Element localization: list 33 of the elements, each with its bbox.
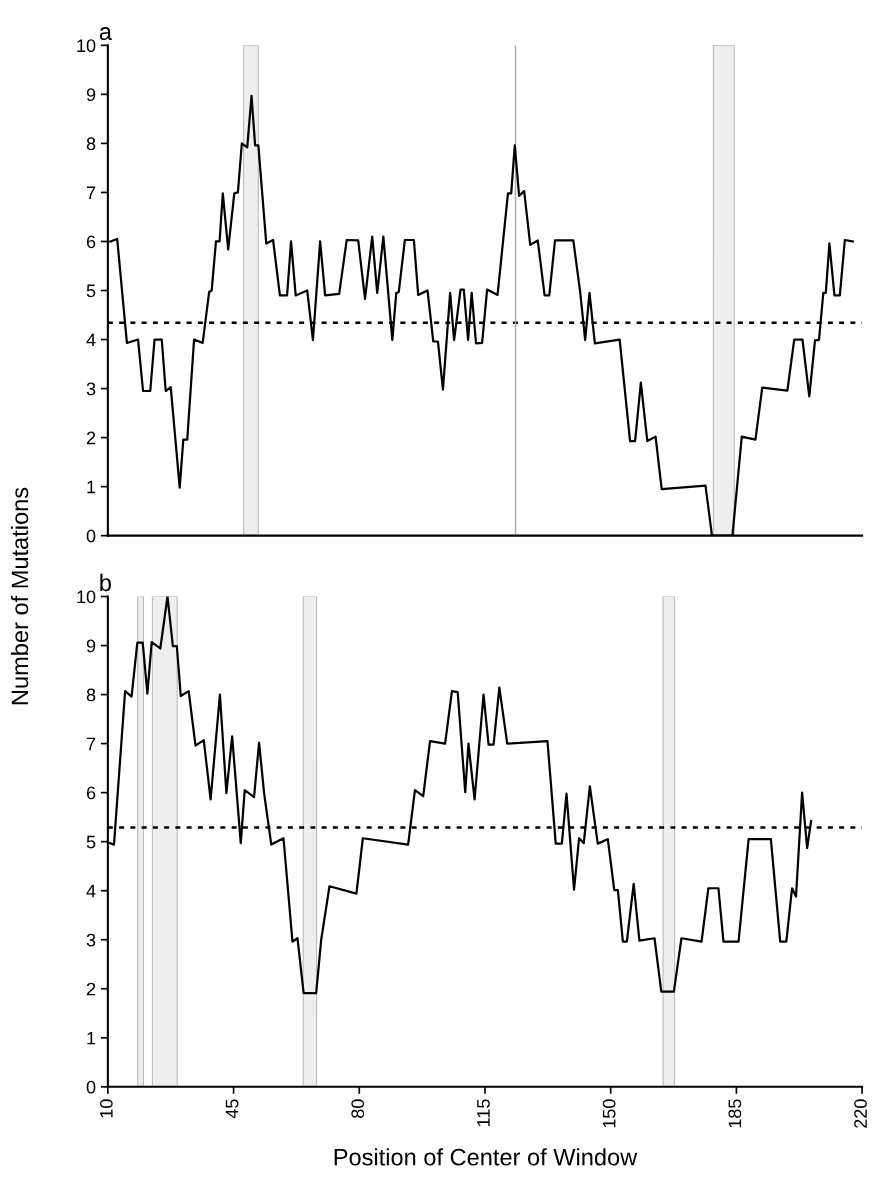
y-tick-label: 4	[86, 333, 96, 347]
y-tick-label: 1	[87, 1031, 96, 1045]
x-axis-title: Position of Center of Window	[334, 1148, 638, 1166]
y-tick-label: 0	[86, 1080, 96, 1094]
y-tick-label: 5	[86, 284, 96, 298]
x-tick-label: 10	[99, 1099, 113, 1118]
y-tick-label: 3	[86, 933, 96, 947]
y-tick-label: 6	[86, 786, 96, 800]
y-axis-title: Number of Mutations	[10, 487, 29, 705]
y-tick-label: 10	[77, 590, 96, 604]
x-tick-label: 150	[602, 1099, 616, 1128]
y-tick-label: 6	[86, 235, 96, 249]
y-tick-label: 2	[86, 431, 96, 445]
y-tick-label: 9	[86, 639, 96, 653]
y-tick-label: 8	[86, 688, 96, 702]
chart-title: a	[99, 27, 112, 41]
y-tick-label: 0	[86, 529, 96, 543]
y-tick-label: 7	[86, 186, 96, 199]
y-tick-label: 8	[86, 137, 96, 151]
x-tick-label: 185	[728, 1099, 742, 1128]
x-tick-label: 220	[854, 1099, 867, 1128]
y-tick-label: 4	[86, 884, 96, 898]
x-tick-label: 115	[477, 1099, 490, 1127]
x-tick-label: 80	[351, 1099, 365, 1118]
chart-title: b	[100, 573, 111, 592]
y-tick-label: 9	[86, 88, 96, 102]
y-tick-label: 5	[86, 835, 96, 849]
y-tick-label: 3	[86, 382, 96, 396]
y-tick-label: 10	[77, 39, 96, 53]
y-tick-label: 7	[86, 737, 96, 751]
y-tick-label: 1	[87, 480, 96, 494]
x-tick-label: 45	[225, 1099, 239, 1119]
y-tick-label: 2	[86, 982, 96, 996]
